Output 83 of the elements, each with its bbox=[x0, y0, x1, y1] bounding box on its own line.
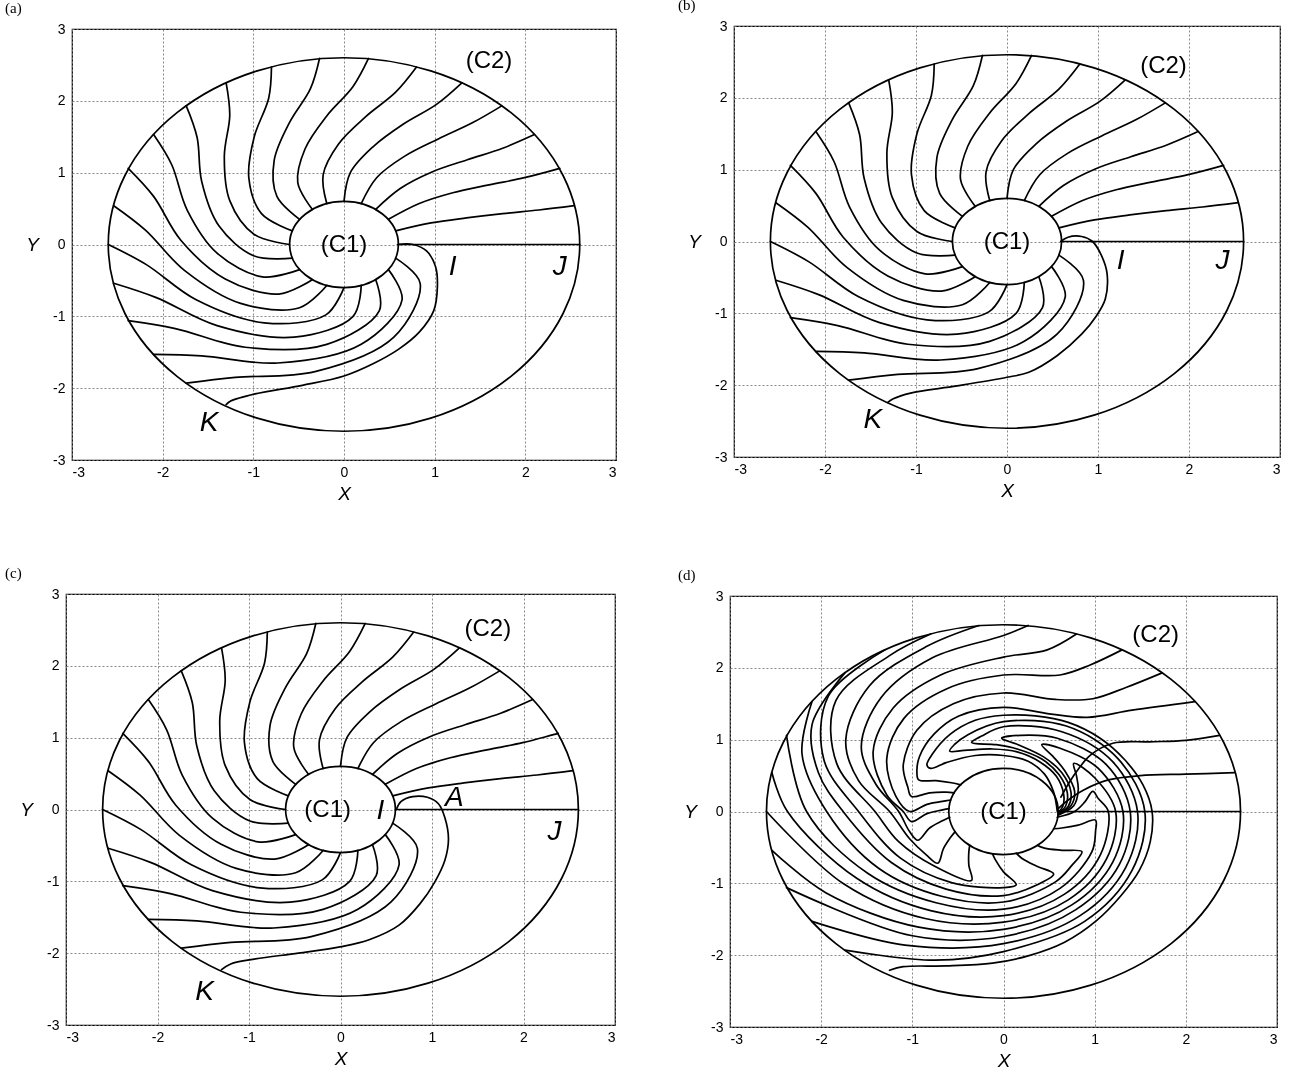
chart-title: (a) bbox=[5, 0, 22, 17]
y-tick-label: 0 bbox=[719, 233, 728, 249]
x-tick-label: 0 bbox=[337, 1028, 346, 1045]
y-tick-label: 3 bbox=[51, 585, 60, 602]
y-axis-title: Y bbox=[20, 799, 35, 820]
y-tick-label: -3 bbox=[47, 1016, 60, 1033]
y-tick-label: 3 bbox=[719, 17, 728, 34]
annotation: (C2) bbox=[1132, 620, 1180, 647]
chart-title: (b) bbox=[678, 0, 696, 14]
x-tick-label: 0 bbox=[340, 463, 349, 479]
y-tick-label: -3 bbox=[715, 448, 728, 465]
y-tick-label: -2 bbox=[53, 379, 66, 396]
x-tick-label: -2 bbox=[156, 463, 170, 479]
x-tick-label: 3 bbox=[607, 1028, 616, 1045]
x-tick-label: -1 bbox=[910, 460, 923, 477]
x-axis-title: X bbox=[996, 1049, 1012, 1071]
y-tick-label: 0 bbox=[51, 801, 60, 817]
x-tick-label: -3 bbox=[72, 463, 86, 479]
chart-title: (d) bbox=[678, 567, 696, 584]
y-tick-label: 1 bbox=[715, 731, 724, 748]
x-tick-label: 2 bbox=[1185, 460, 1194, 477]
annotation: K bbox=[199, 405, 220, 437]
y-tick-label: -2 bbox=[715, 376, 728, 393]
x-tick-label: 1 bbox=[1094, 460, 1103, 477]
annotation: (C1) bbox=[320, 229, 368, 256]
y-tick-label: 0 bbox=[715, 803, 724, 819]
annotation: J bbox=[546, 814, 563, 846]
x-tick-label: -1 bbox=[243, 1028, 256, 1045]
y-tick-label: 1 bbox=[51, 729, 60, 746]
annotation: (C1) bbox=[304, 794, 352, 822]
x-axis-title: X bbox=[333, 1047, 349, 1069]
annotation: A bbox=[443, 780, 464, 812]
x-tick-label: -1 bbox=[906, 1030, 920, 1047]
y-tick-label: -2 bbox=[47, 944, 60, 961]
y-axis-title: Y bbox=[26, 233, 41, 255]
x-tick-label: 1 bbox=[431, 463, 440, 479]
annotation: (C2) bbox=[465, 45, 513, 73]
annotation: I bbox=[1116, 243, 1125, 275]
x-tick-label: 2 bbox=[521, 463, 530, 479]
y-tick-label: 3 bbox=[715, 587, 724, 604]
annotation: (C2) bbox=[1140, 51, 1187, 78]
y-tick-label: -2 bbox=[711, 946, 724, 963]
y-tick-label: -1 bbox=[715, 304, 728, 321]
x-tick-label: 0 bbox=[1003, 460, 1012, 477]
annotation: J bbox=[1214, 243, 1231, 275]
y-tick-label: 1 bbox=[57, 163, 66, 180]
y-tick-label: -1 bbox=[711, 874, 724, 891]
y-axis-title: Y bbox=[684, 801, 699, 822]
y-tick-label: 1 bbox=[719, 161, 728, 178]
x-tick-label: -1 bbox=[247, 463, 261, 479]
y-tick-label: 2 bbox=[51, 657, 60, 674]
y-tick-label: -1 bbox=[47, 872, 60, 889]
x-axis-title: X bbox=[337, 482, 353, 503]
y-tick-label: 2 bbox=[57, 91, 66, 108]
x-tick-label: -3 bbox=[730, 1030, 744, 1047]
annotation: (C1) bbox=[980, 796, 1027, 824]
x-tick-label: -2 bbox=[819, 460, 832, 477]
x-tick-label: 1 bbox=[428, 1028, 437, 1045]
x-tick-label: 0 bbox=[1000, 1030, 1009, 1047]
x-tick-label: -3 bbox=[734, 460, 748, 477]
y-tick-label: 2 bbox=[715, 659, 724, 676]
x-tick-label: -2 bbox=[151, 1028, 165, 1045]
y-axis-title: Y bbox=[688, 231, 703, 252]
y-tick-label: 2 bbox=[719, 89, 728, 106]
x-tick-label: 3 bbox=[1269, 1030, 1278, 1047]
x-tick-label: 2 bbox=[520, 1028, 529, 1045]
x-tick-label: 1 bbox=[1091, 1030, 1100, 1047]
annotation: K bbox=[195, 974, 216, 1006]
x-tick-label: 2 bbox=[1182, 1030, 1191, 1047]
annotation: (C2) bbox=[464, 614, 512, 641]
x-tick-label: -2 bbox=[815, 1030, 829, 1047]
annotation: (C1) bbox=[983, 226, 1031, 254]
y-tick-label: -1 bbox=[53, 307, 66, 324]
annotation: I bbox=[376, 793, 385, 825]
annotation: K bbox=[863, 403, 884, 435]
chart-title: (c) bbox=[5, 565, 22, 582]
x-tick-label: 3 bbox=[608, 463, 617, 479]
x-axis-title: X bbox=[1000, 479, 1016, 501]
annotation: I bbox=[448, 249, 457, 281]
annotation: J bbox=[551, 249, 568, 280]
y-tick-label: 3 bbox=[57, 20, 66, 36]
y-tick-label: 0 bbox=[57, 235, 66, 252]
x-tick-label: 3 bbox=[1272, 460, 1281, 477]
